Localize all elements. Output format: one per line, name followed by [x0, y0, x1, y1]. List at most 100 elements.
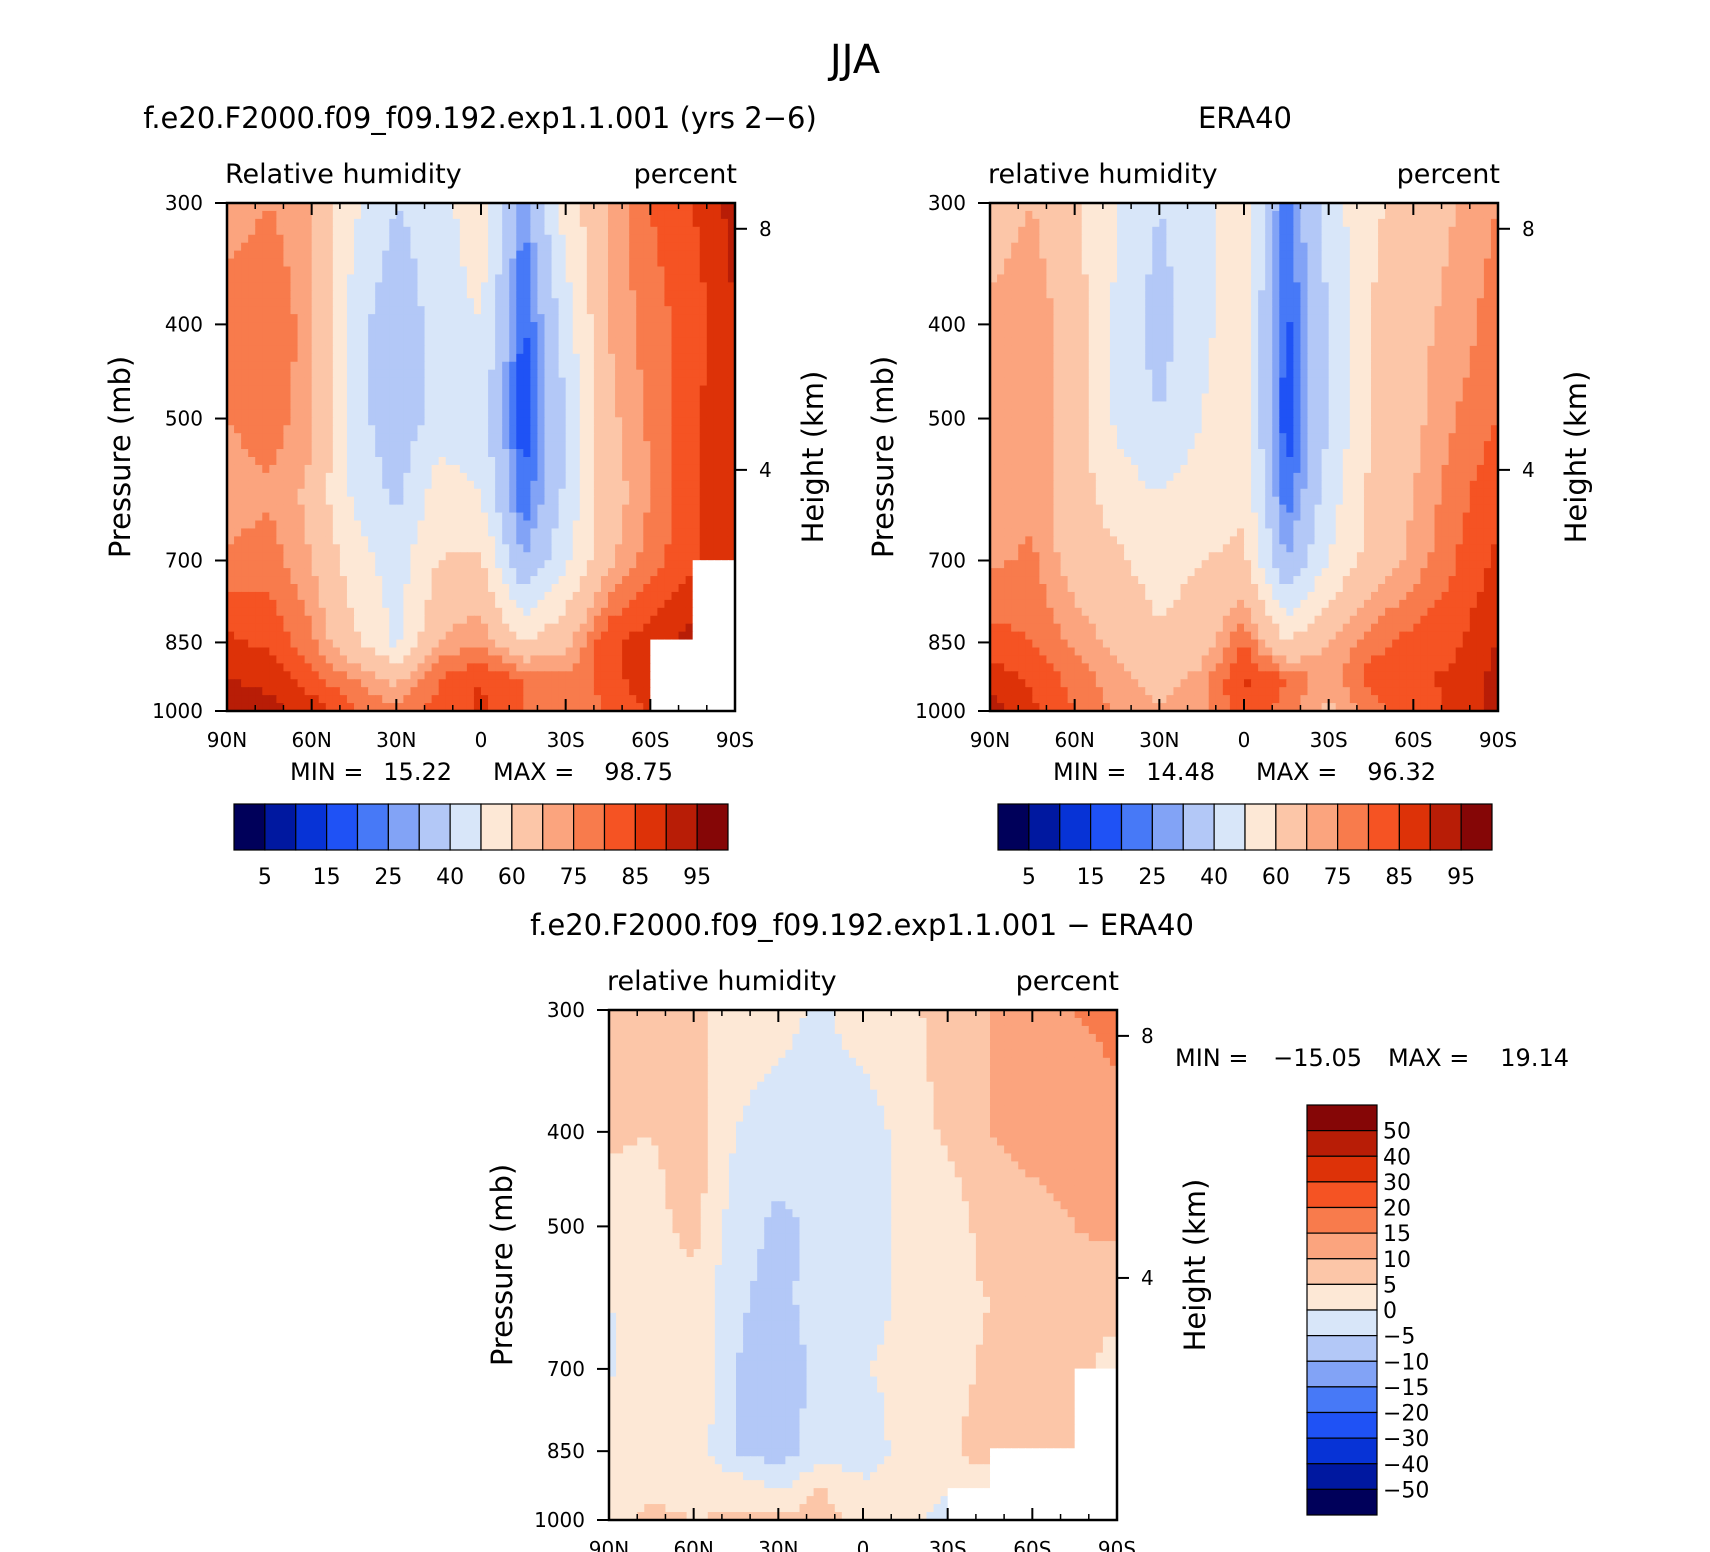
contour-cell [466, 623, 475, 633]
contour-cell [473, 282, 482, 291]
contour-cell [509, 647, 517, 657]
contour-cell [516, 576, 524, 585]
contour-cell [389, 401, 397, 410]
contour-cell [699, 282, 708, 291]
contour-cell [445, 274, 454, 283]
contour-cell [615, 234, 623, 244]
contour-cell [361, 314, 369, 323]
contour-cell [410, 520, 419, 530]
contour-cell [593, 345, 602, 355]
contour-cell [629, 314, 637, 323]
contour-cell [586, 679, 595, 688]
contour-cell [227, 322, 235, 331]
contour-cell [325, 536, 334, 545]
contour-cell [382, 512, 390, 522]
contour-cell [248, 639, 256, 649]
contour-cell [389, 409, 397, 418]
contour-cell [368, 393, 376, 403]
contour-cell [481, 266, 489, 276]
contour-cell [558, 425, 567, 434]
contour-cell [720, 695, 729, 704]
x-tick-label: 90N [207, 728, 247, 752]
contour-cell [636, 536, 644, 545]
contour-cell [241, 226, 249, 236]
contour-cell [410, 377, 419, 387]
contour-cell [720, 464, 729, 474]
contour-cell [339, 441, 348, 450]
contour-cell [262, 480, 270, 490]
contour-cell [473, 433, 482, 442]
contour-cell [706, 552, 715, 561]
contour-cell [537, 377, 546, 387]
contour-cell [502, 536, 510, 545]
contour-cell [304, 631, 313, 641]
contour-cell [579, 314, 588, 323]
contour-cell [403, 496, 412, 506]
contour-cell [417, 441, 426, 450]
contour-cell [368, 663, 376, 672]
contour-cell [304, 512, 313, 522]
contour-cell [713, 218, 722, 228]
contour-cell [608, 584, 616, 593]
contour-cell [438, 409, 447, 418]
contour-cell [558, 695, 567, 704]
contour-cell [643, 655, 651, 664]
contour-cell [579, 250, 588, 260]
contour-cell [558, 576, 567, 585]
contour-cell [375, 671, 383, 680]
contour-cell [615, 385, 623, 395]
contour-cell [650, 544, 658, 553]
contour-cell [234, 584, 242, 593]
contour-cell [466, 695, 475, 704]
contour-cell [473, 615, 482, 625]
contour-cell [629, 639, 637, 649]
contour-cell [438, 314, 447, 323]
contour-cell [311, 607, 320, 617]
contour-cell [664, 298, 673, 307]
contour-cell [438, 528, 447, 537]
contour-cell [509, 282, 517, 291]
contour-cell [600, 385, 609, 395]
contour-cell [346, 655, 355, 664]
contour-cell [396, 663, 404, 672]
contour-cell [283, 203, 292, 212]
contour-cell [361, 512, 369, 522]
contour-cell [600, 544, 609, 553]
contour-cell [403, 671, 412, 680]
contour-cell [466, 234, 475, 244]
contour-cell [481, 472, 489, 482]
contour-cell [1378, 210, 1386, 220]
contour-cell [720, 218, 729, 228]
contour-cell [523, 234, 531, 244]
contour-cell [290, 298, 299, 307]
contour-cell [438, 226, 447, 236]
contour-cell [720, 520, 729, 530]
contour-cell [473, 520, 482, 530]
contour-cell [523, 599, 531, 609]
min-value: 15.22 [383, 758, 452, 786]
contour-cell [586, 639, 595, 649]
contour-cell [537, 552, 546, 561]
contour-cell [530, 433, 539, 442]
contour-cell [452, 623, 461, 633]
contour-cell [692, 703, 701, 712]
contour-cell [706, 584, 715, 593]
contour-cell [1194, 226, 1203, 236]
contour-cell [650, 528, 658, 537]
contour-cell [664, 425, 673, 434]
contour-cell [488, 591, 496, 601]
contour-cell [1427, 226, 1436, 236]
contour-cell [403, 488, 412, 498]
contour-cell [495, 631, 503, 641]
contour-cell [643, 322, 651, 331]
contour-cell [368, 203, 376, 212]
contour-cell [650, 266, 658, 276]
contour-cell [530, 314, 539, 323]
contour-cell [346, 584, 355, 593]
colorbar-box [387, 803, 420, 851]
contour-cell [431, 679, 440, 688]
contour-cell [431, 496, 440, 506]
contour-cell [579, 591, 588, 601]
contour-cell [544, 409, 553, 418]
contour-cell [361, 330, 369, 339]
